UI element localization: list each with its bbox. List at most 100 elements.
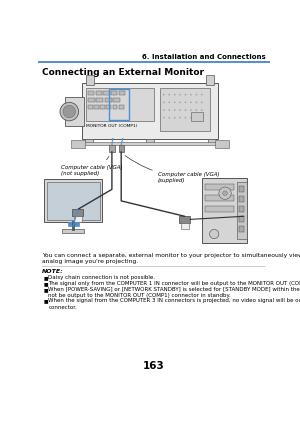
Circle shape <box>223 191 227 195</box>
Bar <box>44 179 102 222</box>
Bar <box>82 83 218 139</box>
Circle shape <box>190 109 192 111</box>
Text: ■: ■ <box>44 287 48 292</box>
Circle shape <box>195 94 197 96</box>
Circle shape <box>163 117 165 119</box>
Bar <box>205 206 234 212</box>
Text: ■: ■ <box>44 281 48 286</box>
Circle shape <box>163 94 165 96</box>
Text: ■: ■ <box>44 275 48 280</box>
Circle shape <box>163 102 165 103</box>
Circle shape <box>168 102 170 103</box>
Bar <box>65 97 84 126</box>
Bar <box>100 105 105 109</box>
Bar <box>79 142 222 145</box>
Bar <box>62 229 84 233</box>
Bar <box>96 98 103 102</box>
Bar <box>205 195 234 201</box>
Circle shape <box>63 105 76 118</box>
Bar <box>105 98 112 102</box>
Bar <box>109 145 115 151</box>
Circle shape <box>174 102 176 103</box>
Circle shape <box>184 109 187 111</box>
Bar <box>160 88 210 131</box>
Bar <box>239 225 244 232</box>
Circle shape <box>195 102 197 103</box>
Circle shape <box>174 109 176 111</box>
Text: The signal only from the COMPUTER 1 IN connector will be output to the MONITOR O: The signal only from the COMPUTER 1 IN c… <box>48 281 300 286</box>
Bar <box>206 75 214 85</box>
Bar <box>86 75 94 85</box>
Bar <box>96 91 102 95</box>
Bar <box>239 195 244 202</box>
Bar <box>239 186 244 192</box>
Circle shape <box>163 109 165 111</box>
Bar <box>238 181 247 239</box>
Bar <box>191 112 202 121</box>
Bar <box>74 216 82 222</box>
Bar <box>119 146 124 151</box>
Circle shape <box>190 117 192 119</box>
Text: When [POWER-SAVING] or [NETWORK STANDBY] is selected for [STANDBY MODE] within t: When [POWER-SAVING] or [NETWORK STANDBY]… <box>48 287 300 298</box>
Text: NOTE:: NOTE: <box>42 269 64 275</box>
Bar <box>111 91 117 95</box>
Bar <box>103 91 109 95</box>
Circle shape <box>190 94 192 96</box>
Circle shape <box>174 94 176 96</box>
Bar <box>179 216 190 223</box>
Bar <box>71 140 85 148</box>
Text: Connecting an External Monitor: Connecting an External Monitor <box>42 68 204 77</box>
Text: When the signal from the COMPUTER 3 IN connectors is projected, no video signal : When the signal from the COMPUTER 3 IN c… <box>48 298 300 310</box>
Circle shape <box>210 229 219 239</box>
Bar <box>47 181 100 220</box>
Circle shape <box>168 94 170 96</box>
Text: 163: 163 <box>143 361 165 371</box>
Text: Computer cable (VGA)
(not supplied): Computer cable (VGA) (not supplied) <box>61 157 122 176</box>
Text: MONITOR OUT (COMP1): MONITOR OUT (COMP1) <box>86 124 138 128</box>
Circle shape <box>219 187 231 199</box>
Text: 6. Installation and Connections: 6. Installation and Connections <box>142 54 266 60</box>
Text: Daisy chain connection is not possible.: Daisy chain connection is not possible. <box>48 275 155 280</box>
Bar <box>239 216 244 222</box>
Circle shape <box>179 102 181 103</box>
Circle shape <box>184 117 187 119</box>
Circle shape <box>168 117 170 119</box>
Bar <box>181 223 189 229</box>
Bar <box>146 139 154 144</box>
Circle shape <box>201 102 203 103</box>
Circle shape <box>195 109 197 111</box>
Text: Computer cable (VGA)
(supplied): Computer cable (VGA) (supplied) <box>125 156 219 183</box>
Bar <box>94 105 99 109</box>
Bar <box>205 184 234 190</box>
Text: ■: ■ <box>44 298 48 303</box>
Bar <box>113 98 120 102</box>
Bar <box>202 178 247 243</box>
Circle shape <box>174 117 176 119</box>
Bar <box>113 105 117 109</box>
Circle shape <box>184 94 187 96</box>
Circle shape <box>201 94 203 96</box>
Circle shape <box>179 117 181 119</box>
Circle shape <box>60 102 79 121</box>
Circle shape <box>201 109 203 111</box>
Circle shape <box>190 102 192 103</box>
Bar <box>119 91 125 95</box>
Circle shape <box>184 102 187 103</box>
Bar <box>88 91 94 95</box>
Circle shape <box>179 109 181 111</box>
Bar <box>239 206 244 212</box>
Bar <box>119 105 124 109</box>
Bar <box>72 209 83 216</box>
Bar <box>106 105 111 109</box>
Circle shape <box>168 109 170 111</box>
Bar <box>68 222 79 226</box>
Bar <box>208 139 216 144</box>
Circle shape <box>201 117 203 119</box>
Circle shape <box>195 117 197 119</box>
Bar <box>215 140 229 148</box>
Circle shape <box>179 94 181 96</box>
Bar <box>85 88 154 121</box>
Bar <box>88 105 92 109</box>
Bar <box>109 89 129 120</box>
Bar <box>88 98 95 102</box>
